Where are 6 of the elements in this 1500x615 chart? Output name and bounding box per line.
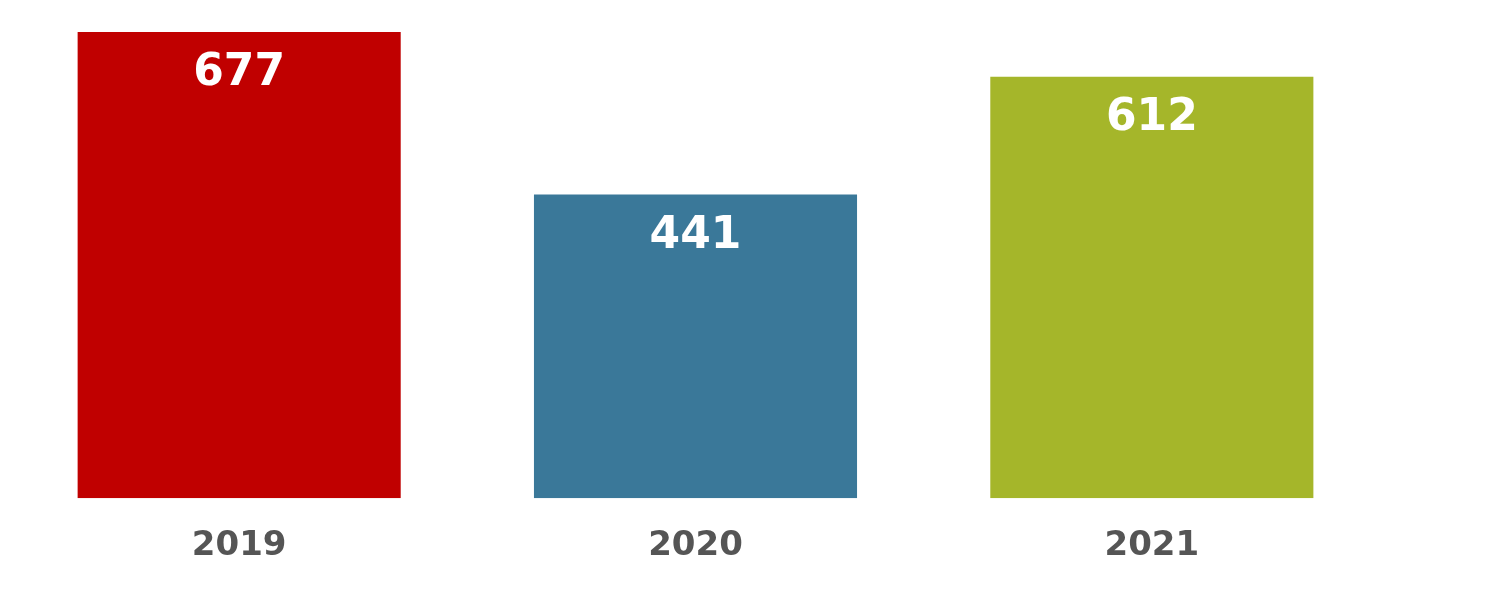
x-tick-label: 2019 xyxy=(191,523,287,564)
x-tick-label: 2020 xyxy=(648,523,743,564)
data-label: 612 xyxy=(1105,89,1198,141)
data-label: 441 xyxy=(649,206,742,258)
data-label: 677 xyxy=(193,44,286,96)
x-tick-label: 2021 xyxy=(1104,523,1200,564)
